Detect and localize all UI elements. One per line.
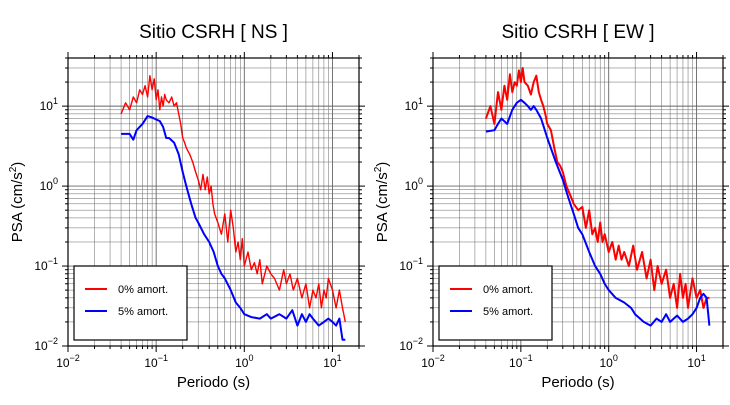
x-tick-label: 100: [600, 353, 618, 370]
y-axis-label: PSA (cm/s2): [8, 162, 26, 243]
plot-frame: [67, 57, 360, 347]
y-tick-label: 10−1: [34, 256, 58, 273]
x-tick-label: 10−2: [421, 353, 445, 370]
x-tick-label: 100: [235, 353, 253, 370]
legend-box: [438, 265, 553, 341]
series-line-red: [120, 74, 346, 323]
x-tick-label: 101: [687, 353, 705, 370]
x-axis-label: Periodo (s): [177, 374, 250, 391]
y-tick-label: 101: [40, 96, 58, 113]
chart-panel-1: 10−2 10−1 100 101 10−2 10−1 100 101 Sitio CSRH […: [8, 22, 365, 391]
y-tick-label: 100: [40, 176, 58, 193]
y-tick-label: 101: [405, 96, 423, 113]
x-tick-label: 10−2: [56, 353, 80, 370]
legend-label: 5% amort.: [483, 306, 533, 318]
y-tick-label: 10−2: [399, 336, 423, 353]
chart-title: Sitio CSRH [ NS ]: [139, 22, 288, 43]
y-tick-label: 10−2: [34, 336, 58, 353]
plot-frame: [432, 57, 724, 347]
chart-panel-2: 10−2 10−1 100 101 10−2 10−1 100 101 Sitio CSRH […: [373, 22, 729, 391]
x-tick-label: 101: [323, 353, 341, 370]
legend: 0% amort. 5% amort.: [73, 265, 188, 341]
series-line-red: [484, 67, 710, 309]
legend-label: 0% amort.: [483, 284, 533, 296]
legend-box: [73, 265, 188, 341]
y-tick-label: 100: [405, 176, 423, 193]
legend: 0% amort. 5% amort.: [438, 265, 553, 341]
series-line-blue: [121, 115, 346, 341]
legend-label: 5% amort.: [118, 306, 168, 318]
axis-ticks: [427, 52, 729, 352]
legend-label: 0% amort.: [118, 284, 168, 296]
x-tick-label: 10−1: [509, 353, 533, 370]
y-tick-label: 10−1: [399, 256, 423, 273]
chart-title: Sitio CSRH [ EW ]: [501, 22, 654, 43]
series-line-blue: [485, 98, 711, 327]
x-tick-label: 10−1: [144, 353, 168, 370]
y-axis-label: PSA (cm/s2): [373, 162, 391, 243]
x-axis-label: Periodo (s): [541, 374, 614, 391]
axis-ticks: [62, 52, 365, 352]
